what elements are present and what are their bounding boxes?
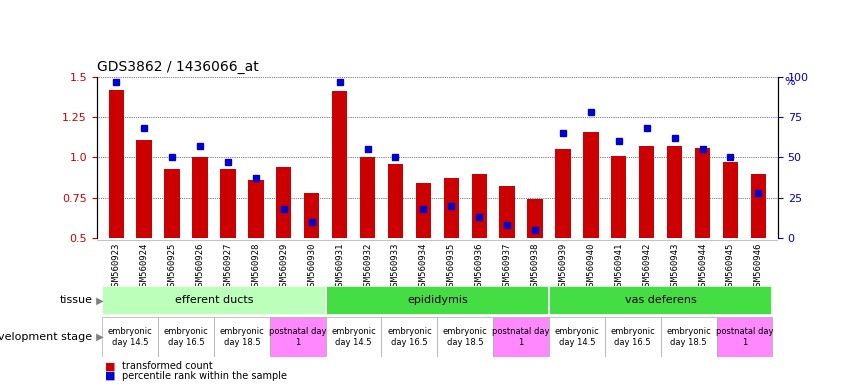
FancyBboxPatch shape	[549, 317, 605, 357]
Text: GDS3862 / 1436066_at: GDS3862 / 1436066_at	[97, 60, 258, 74]
Text: GSM560934: GSM560934	[419, 242, 428, 291]
Text: GSM560928: GSM560928	[251, 242, 261, 291]
Text: embryonic
day 18.5: embryonic day 18.5	[443, 327, 488, 347]
Text: embryonic
day 14.5: embryonic day 14.5	[331, 327, 376, 347]
Bar	[360, 157, 375, 238]
FancyBboxPatch shape	[214, 317, 270, 357]
Text: GSM560933: GSM560933	[391, 242, 400, 291]
Text: GSM560942: GSM560942	[643, 242, 651, 291]
FancyBboxPatch shape	[661, 317, 717, 357]
Text: embryonic
day 18.5: embryonic day 18.5	[220, 327, 264, 347]
Text: GSM560940: GSM560940	[586, 242, 595, 291]
Bar	[583, 132, 599, 238]
Text: GSM560931: GSM560931	[335, 242, 344, 291]
Bar	[527, 199, 542, 238]
Text: embryonic
day 14.5: embryonic day 14.5	[554, 327, 600, 347]
Bar	[165, 169, 180, 238]
FancyBboxPatch shape	[270, 317, 325, 357]
FancyBboxPatch shape	[103, 317, 158, 357]
Text: transformed count: transformed count	[122, 361, 213, 371]
Text: embryonic
day 16.5: embryonic day 16.5	[164, 327, 209, 347]
Text: GSM560929: GSM560929	[279, 242, 288, 291]
Bar	[722, 162, 738, 238]
Text: GSM560946: GSM560946	[754, 242, 763, 291]
Text: ▶: ▶	[93, 295, 104, 306]
Text: GSM560935: GSM560935	[447, 242, 456, 291]
FancyBboxPatch shape	[549, 286, 772, 315]
Bar	[136, 140, 152, 238]
Text: GSM560939: GSM560939	[558, 242, 568, 291]
FancyBboxPatch shape	[158, 317, 214, 357]
Bar	[667, 146, 682, 238]
Text: GSM560930: GSM560930	[307, 242, 316, 291]
Text: postnatal day
1: postnatal day 1	[716, 327, 773, 347]
Text: %: %	[785, 77, 796, 87]
Bar	[695, 148, 710, 238]
Bar	[611, 156, 627, 238]
Bar	[276, 167, 292, 238]
Text: GSM560936: GSM560936	[474, 242, 484, 291]
Bar	[108, 90, 124, 238]
Text: postnatal day
1: postnatal day 1	[269, 327, 326, 347]
Bar	[304, 193, 320, 238]
Bar	[332, 91, 347, 238]
Text: GSM560926: GSM560926	[195, 242, 204, 291]
Text: development stage: development stage	[0, 332, 93, 342]
Bar	[639, 146, 654, 238]
FancyBboxPatch shape	[325, 286, 549, 315]
Text: embryonic
day 16.5: embryonic day 16.5	[387, 327, 431, 347]
Text: GSM560932: GSM560932	[363, 242, 372, 291]
Bar	[388, 164, 403, 238]
Text: ■: ■	[105, 361, 115, 371]
Text: embryonic
day 14.5: embryonic day 14.5	[108, 327, 152, 347]
FancyBboxPatch shape	[382, 317, 437, 357]
Text: GSM560924: GSM560924	[140, 242, 149, 291]
Text: GSM560927: GSM560927	[224, 242, 232, 291]
Bar	[220, 169, 235, 238]
Text: GSM560923: GSM560923	[112, 242, 121, 291]
Bar	[443, 179, 459, 238]
Text: GSM560945: GSM560945	[726, 242, 735, 291]
Bar	[193, 157, 208, 238]
Text: postnatal day
1: postnatal day 1	[492, 327, 550, 347]
Bar	[555, 149, 571, 238]
Text: GSM560925: GSM560925	[167, 242, 177, 291]
Text: embryonic
day 18.5: embryonic day 18.5	[666, 327, 711, 347]
Text: ■: ■	[105, 371, 115, 381]
Text: GSM560943: GSM560943	[670, 242, 680, 291]
Bar	[248, 180, 263, 238]
Text: ▶: ▶	[93, 332, 104, 342]
Text: GSM560937: GSM560937	[503, 242, 511, 291]
Text: percentile rank within the sample: percentile rank within the sample	[122, 371, 287, 381]
Text: embryonic
day 16.5: embryonic day 16.5	[611, 327, 655, 347]
FancyBboxPatch shape	[325, 317, 382, 357]
FancyBboxPatch shape	[103, 286, 325, 315]
Text: GSM560944: GSM560944	[698, 242, 707, 291]
FancyBboxPatch shape	[437, 317, 493, 357]
Bar	[415, 183, 431, 238]
FancyBboxPatch shape	[493, 317, 549, 357]
Bar	[500, 187, 515, 238]
Text: vas deferens: vas deferens	[625, 295, 696, 306]
Text: GSM560941: GSM560941	[614, 242, 623, 291]
Text: epididymis: epididymis	[407, 295, 468, 306]
Text: tissue: tissue	[60, 295, 93, 306]
Text: efferent ducts: efferent ducts	[175, 295, 253, 306]
FancyBboxPatch shape	[605, 317, 661, 357]
Bar	[472, 174, 487, 238]
Bar	[751, 174, 766, 238]
FancyBboxPatch shape	[717, 317, 772, 357]
Text: GSM560938: GSM560938	[531, 242, 540, 291]
